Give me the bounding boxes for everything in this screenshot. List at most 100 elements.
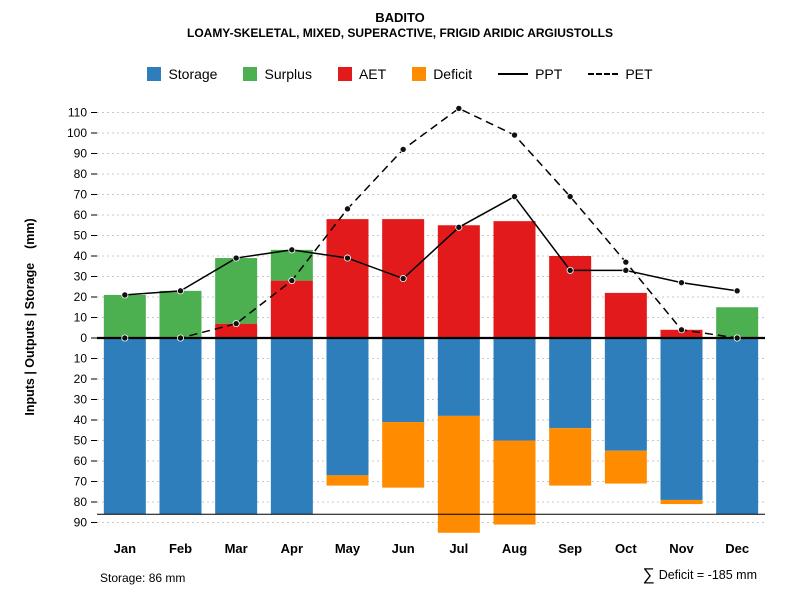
bar-storage-oct (604, 338, 647, 451)
y-tick-label: 40 (74, 249, 88, 263)
bar-deficit-jul (437, 415, 480, 533)
y-tick-label: 30 (74, 393, 88, 407)
surplus-swatch-icon (243, 67, 258, 81)
y-tick-label: 30 (74, 270, 88, 284)
y-tick-label: 90 (74, 516, 88, 530)
pet-point (121, 334, 129, 342)
x-tick-label: Mar (225, 541, 248, 556)
legend-label: Surplus (264, 66, 312, 82)
y-tick-label: 20 (74, 372, 88, 386)
bar-surplus-dec (716, 307, 759, 338)
ppt-point (510, 193, 518, 201)
bars-group (103, 219, 759, 533)
bar-surplus-apr (270, 249, 313, 281)
y-tick-label: 80 (74, 167, 88, 181)
line-solid-swatch-icon (498, 73, 529, 75)
bar-storage-apr (270, 338, 313, 515)
y-tick-label: 10 (74, 311, 88, 325)
aet-swatch-icon (337, 67, 352, 81)
ppt-point (678, 279, 686, 287)
x-tick-label: Aug (502, 541, 527, 556)
x-tick-label: Jul (449, 541, 468, 556)
bar-storage-nov (660, 338, 703, 500)
y-tick-label: 100 (67, 126, 87, 140)
legend-label: Storage (168, 66, 218, 82)
legend-label: PPT (535, 66, 563, 82)
y-tick-label: 0 (80, 331, 87, 345)
deficit-text: Deficit = -185 mm (658, 567, 757, 582)
legend-item-deficit: Deficit (412, 66, 472, 82)
legend-item-pet: PET (588, 66, 653, 82)
bar-aet-may (326, 219, 369, 338)
ppt-point (343, 254, 351, 262)
bar-storage-sep (549, 338, 592, 429)
legend: Storage Surplus AET Deficit PPT PET (0, 66, 800, 82)
bar-aet-oct (604, 292, 647, 338)
bar-surplus-feb (159, 290, 202, 338)
x-tick-label: Feb (169, 541, 192, 556)
pet-point (510, 131, 518, 139)
ppt-point (733, 287, 741, 295)
pet-point (232, 320, 240, 328)
bar-deficit-sep (549, 428, 592, 486)
ppt-point (399, 275, 407, 283)
legend-label: AET (358, 66, 387, 82)
legend-label: Deficit (433, 66, 473, 82)
ppt-point (176, 287, 184, 295)
pet-point (176, 334, 184, 342)
ppt-point (232, 254, 240, 262)
bar-storage-jun (382, 338, 425, 423)
axes-group: 9080706050403020100102030405060708090100… (67, 106, 749, 557)
bar-deficit-nov (660, 499, 703, 505)
storage-annotation: Storage: 86 mm (100, 571, 186, 585)
legend-item-storage: Storage (147, 66, 217, 82)
bar-deficit-aug (493, 440, 536, 525)
gridlines-group (97, 112, 765, 523)
bar-aet-jul (437, 225, 480, 338)
ppt-point (121, 291, 129, 299)
ppt-point (288, 246, 296, 254)
deficit-swatch-icon (412, 67, 427, 81)
ppt-point (455, 223, 463, 231)
y-tick-label: 60 (74, 208, 88, 222)
y-tick-label: 50 (74, 434, 88, 448)
bar-aet-nov (660, 329, 703, 338)
ppt-point (622, 266, 630, 274)
bar-storage-dec (716, 338, 759, 515)
storage-swatch-icon (147, 67, 162, 81)
y-tick-label: 40 (74, 413, 88, 427)
chart-title: BADITO (375, 10, 425, 25)
bar-surplus-mar (215, 258, 258, 324)
y-tick-label: 70 (74, 475, 88, 489)
x-tick-label: Sep (558, 541, 582, 556)
x-tick-label: Apr (281, 541, 303, 556)
y-tick-label: 20 (74, 290, 88, 304)
line-dashed-swatch-icon (588, 73, 619, 75)
reference-lines-group (97, 336, 765, 515)
pet-line (124, 107, 738, 339)
y-tick-label: 80 (74, 495, 88, 509)
bar-storage-mar (215, 338, 258, 515)
ppt-point (566, 266, 574, 274)
x-tick-label: Oct (615, 541, 637, 556)
y-tick-label: 110 (68, 106, 87, 120)
bar-deficit-jun (382, 422, 425, 488)
y-tick-label: 90 (74, 147, 88, 161)
x-tick-label: May (335, 541, 361, 556)
y-tick-label: 50 (74, 229, 88, 243)
y-tick-label: 60 (74, 454, 88, 468)
pet-point (733, 334, 741, 342)
pet-point (455, 104, 463, 112)
y-tick-label: 10 (74, 352, 88, 366)
legend-label: PET (625, 66, 653, 82)
y-tick-label: 70 (74, 188, 88, 202)
x-tick-label: Jan (114, 541, 136, 556)
lines-group (121, 104, 741, 342)
x-tick-label: Nov (669, 541, 694, 556)
pet-point (678, 326, 686, 334)
legend-item-surplus: Surplus (243, 66, 312, 82)
pet-point (399, 145, 407, 153)
bar-surplus-jan (103, 294, 146, 338)
